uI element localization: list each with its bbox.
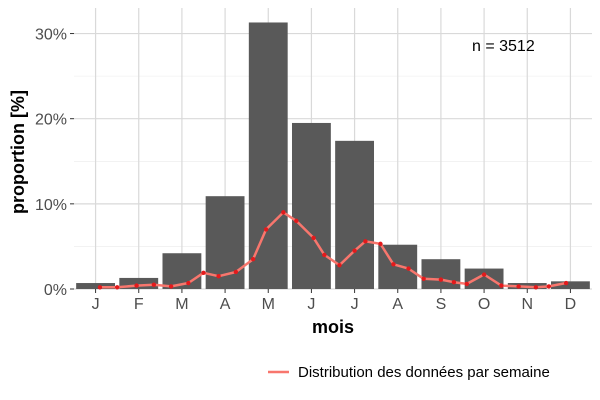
bar-0 bbox=[76, 283, 116, 289]
x-tick-label-0: J bbox=[92, 296, 100, 313]
weekly-point-18 bbox=[378, 241, 383, 247]
weekly-point-2 bbox=[134, 283, 139, 288]
weekly-point-6 bbox=[201, 270, 206, 276]
y-tick-label-0: 0% bbox=[44, 282, 67, 299]
bar-11 bbox=[550, 281, 590, 289]
y-axis-title: proportion [%] bbox=[8, 90, 28, 214]
x-tick-label-9: O bbox=[478, 296, 490, 313]
weekly-point-27 bbox=[516, 284, 521, 289]
bar-4 bbox=[248, 22, 288, 289]
weekly-point-4 bbox=[168, 284, 174, 289]
weekly-point-17 bbox=[363, 239, 368, 244]
legend: Distribution des données par semaine bbox=[268, 364, 550, 381]
weekly-point-11 bbox=[281, 210, 286, 215]
x-tick-label-5: J bbox=[307, 296, 315, 313]
y-axis-ticks: 0% 10% 20% 30% bbox=[35, 27, 74, 299]
x-tick-label-2: M bbox=[175, 296, 188, 313]
weekly-point-29 bbox=[546, 284, 552, 289]
x-tick-label-1: F bbox=[134, 296, 144, 313]
weekly-point-28 bbox=[533, 285, 539, 290]
bar-5 bbox=[291, 122, 331, 289]
x-tick-label-4: M bbox=[262, 296, 275, 313]
x-tick-label-10: N bbox=[521, 296, 533, 313]
x-tick-label-3: A bbox=[220, 296, 231, 313]
weekly-point-12 bbox=[294, 218, 299, 224]
weekly-point-5 bbox=[186, 280, 191, 286]
y-tick-label-2: 20% bbox=[35, 112, 67, 129]
weekly-point-24 bbox=[464, 281, 470, 287]
x-tick-label-6: J bbox=[351, 296, 359, 313]
y-tick-label-3: 30% bbox=[35, 27, 67, 44]
weekly-point-21 bbox=[421, 276, 426, 281]
weekly-point-19 bbox=[391, 262, 396, 267]
legend-label: Distribution des données par semaine bbox=[298, 364, 550, 381]
bar-1 bbox=[119, 277, 159, 289]
weekly-point-16 bbox=[352, 248, 357, 253]
weekly-point-15 bbox=[337, 262, 342, 268]
weekly-point-26 bbox=[499, 283, 504, 288]
x-axis-title: mois bbox=[312, 317, 354, 337]
weekly-point-13 bbox=[311, 235, 316, 241]
bar-9 bbox=[464, 268, 504, 289]
x-tick-label-8: S bbox=[436, 296, 447, 313]
weekly-point-14 bbox=[322, 252, 327, 258]
weekly-point-1 bbox=[114, 285, 120, 290]
weekly-point-20 bbox=[406, 266, 411, 271]
weekly-point-22 bbox=[438, 277, 444, 282]
weekly-point-8 bbox=[233, 269, 239, 275]
x-tick-label-7: A bbox=[392, 296, 403, 313]
weekly-distribution-line bbox=[97, 210, 569, 290]
weekly-point-10 bbox=[263, 227, 269, 232]
weekly-point-30 bbox=[563, 280, 569, 286]
bar-8 bbox=[421, 259, 461, 289]
bar-6 bbox=[335, 140, 375, 289]
weekly-point-0 bbox=[97, 285, 103, 290]
y-tick-label-1: 10% bbox=[35, 197, 67, 214]
weekly-point-3 bbox=[151, 282, 157, 287]
annotation-n: n = 3512 bbox=[472, 38, 535, 55]
x-tick-label-11: D bbox=[565, 296, 577, 313]
weekly-point-23 bbox=[451, 279, 457, 285]
weekly-point-7 bbox=[216, 274, 221, 279]
weekly-point-25 bbox=[481, 272, 487, 277]
weekly-point-9 bbox=[250, 256, 256, 262]
